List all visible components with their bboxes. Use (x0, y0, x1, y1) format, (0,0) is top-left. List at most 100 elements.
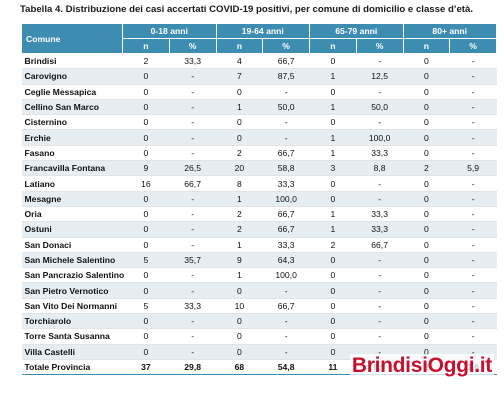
comune-cell: Carovigno (21, 68, 123, 85)
value-cell: 0 (122, 282, 170, 299)
value-cell: - (356, 252, 403, 269)
value-cell: 100,0 (356, 129, 403, 146)
value-cell: 66,7 (262, 221, 310, 238)
value-cell: 0 (403, 298, 450, 315)
value-cell: 5 (122, 252, 170, 269)
value-cell: - (169, 145, 216, 162)
value-cell: 0 (309, 313, 357, 330)
value-cell: - (356, 191, 403, 207)
value-cell: 0 (122, 68, 170, 85)
value-cell: 0 (403, 328, 450, 345)
watermark: BrindisiOggi.it (349, 354, 494, 378)
comune-cell: Brindisi (21, 53, 123, 70)
value-cell: - (356, 298, 403, 315)
value-cell: 0 (403, 237, 450, 253)
value-cell: 0 (122, 145, 170, 162)
table-row: Mesagne 0-1 100,0 0-0- (21, 191, 497, 207)
value-cell: 29,8 (169, 358, 216, 376)
value-cell: 0 (403, 282, 450, 299)
value-cell: - (449, 145, 497, 162)
table-row: Brindisi 2 33,3 4 66,7 0-0- (21, 53, 497, 70)
value-cell: 33,3 (356, 206, 403, 223)
value-cell: 3 (309, 160, 357, 177)
value-cell: - (356, 313, 403, 330)
value-cell: 66,7 (262, 145, 310, 162)
value-cell: 1 (216, 267, 263, 284)
value-cell: 0 (122, 313, 170, 330)
value-cell: 68 (216, 358, 263, 376)
header-cell: Comune (21, 23, 123, 54)
comune-cell: Torchiarolo (21, 313, 123, 330)
value-cell: 0 (403, 221, 450, 238)
value-cell: 1 (216, 237, 263, 253)
value-cell: 87,5 (262, 68, 310, 85)
value-cell: 64,3 (262, 252, 310, 269)
value-cell: 0 (403, 145, 450, 162)
value-cell: 1 (309, 221, 357, 238)
value-cell: 1 (309, 145, 357, 162)
value-cell: 8,8 (356, 160, 403, 177)
table-row: San Donaci 0-1 33,3 2 66,7 0- (21, 237, 497, 253)
value-cell: - (449, 68, 497, 85)
value-cell: - (449, 267, 497, 284)
value-cell: - (449, 313, 497, 330)
value-cell: - (449, 129, 497, 146)
subheader-cell: % (355, 38, 404, 54)
value-cell: 0 (403, 99, 450, 116)
comune-cell: Latiano (21, 175, 123, 192)
value-cell: 0 (403, 175, 450, 192)
group-header: 19-64 anni (215, 23, 310, 39)
value-cell: 0 (216, 84, 263, 100)
comune-cell: Francavilla Fontana (21, 160, 123, 177)
value-cell: 37 (122, 358, 170, 376)
value-cell: 1 (309, 99, 357, 116)
value-cell: 0 (122, 267, 170, 284)
value-cell: - (262, 84, 310, 100)
value-cell: 2 (216, 221, 263, 238)
value-cell: - (262, 282, 310, 299)
value-cell: - (169, 129, 216, 146)
comune-cell: Villa Castelli (21, 344, 123, 360)
value-cell: 66,7 (262, 206, 310, 223)
value-cell: 1 (216, 99, 263, 116)
data-table: Comune 0-18 anni 19-64 anni 65-79 anni 80+ … (21, 23, 497, 376)
value-cell: - (169, 206, 216, 223)
value-cell: 50,0 (262, 99, 310, 116)
value-cell: 2 (309, 237, 357, 253)
table-row: Torre Santa Susanna 0-0-0-0- (21, 328, 497, 345)
value-cell: 0 (216, 313, 263, 330)
value-cell: 0 (403, 252, 450, 269)
group-header: 65-79 anni (309, 23, 404, 39)
value-cell: 0 (216, 114, 263, 131)
value-cell: - (356, 84, 403, 100)
value-cell: - (449, 328, 497, 345)
value-cell: 2 (216, 145, 263, 162)
comune-cell: San Vito Dei Normanni (21, 298, 123, 315)
value-cell: - (449, 191, 497, 207)
value-cell: - (169, 99, 216, 116)
value-cell: - (356, 175, 403, 192)
subheader-cell: n (309, 38, 357, 54)
value-cell: - (449, 206, 497, 223)
table-row: Fasano 0-2 66,7 1 33,3 0- (21, 145, 497, 162)
value-cell: 0 (216, 282, 263, 299)
value-cell: 0 (403, 267, 450, 284)
comune-cell: Oria (21, 206, 123, 223)
value-cell: 7 (216, 68, 263, 85)
comune-cell: Cisternino (21, 114, 123, 131)
value-cell: - (449, 84, 497, 100)
comune-cell: Totale Provincia (21, 358, 123, 376)
value-cell: - (449, 221, 497, 238)
value-cell: 1 (309, 206, 357, 223)
value-cell: 5 (122, 298, 170, 315)
value-cell: 0 (122, 328, 170, 345)
table-row: Ceglie Messapica 0-0-0-0- (21, 84, 497, 100)
subheader-row: n% n% n% n% (22, 38, 497, 54)
subheader-cell: % (262, 38, 310, 54)
table-row: Erchie 0-0-1 100,0 0- (21, 129, 497, 146)
value-cell: - (449, 175, 497, 192)
value-cell: 66,7 (169, 175, 216, 192)
value-cell: 2 (403, 160, 450, 177)
value-cell: 1 (216, 191, 263, 207)
